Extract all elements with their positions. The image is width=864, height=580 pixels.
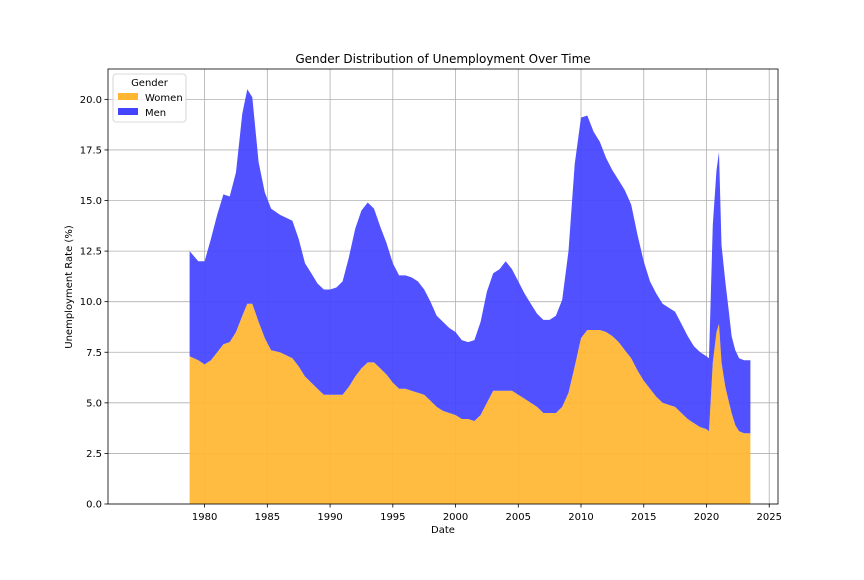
legend-swatch-men — [118, 108, 138, 115]
legend-label-women: Women — [145, 93, 183, 104]
x-tick-label: 2010 — [568, 512, 593, 523]
x-tick-label: 1995 — [380, 512, 405, 523]
y-tick-label: 7.5 — [86, 348, 102, 359]
y-tick-label: 12.5 — [80, 247, 102, 258]
plot-frame — [107, 68, 779, 505]
y-tick-label: 5.0 — [86, 398, 102, 409]
legend: Gender Women Men — [112, 73, 187, 123]
x-tick-label: 1980 — [192, 512, 217, 523]
y-axis-ticks: 0.0 2.5 5.0 7.5 10.0 12.5 15.0 17.5 20.0 — [80, 95, 108, 511]
y-tick-label: 15.0 — [80, 196, 102, 207]
area-women — [189, 303, 751, 504]
y-tick-label: 2.5 — [86, 449, 102, 460]
x-tick-label: 2015 — [631, 512, 656, 523]
legend-title: Gender — [131, 78, 169, 89]
area-men — [189, 89, 751, 434]
x-tick-label: 2025 — [756, 512, 781, 523]
x-tick-label: 1985 — [255, 512, 280, 523]
chart-title: Gender Distribution of Unemployment Over… — [295, 52, 590, 66]
area-series — [189, 89, 751, 504]
y-tick-label: 17.5 — [80, 145, 102, 156]
x-tick-label: 2000 — [443, 512, 468, 523]
x-axis-ticks: 1980 1985 1990 1995 2000 2005 2010 2015 2020 2025 — [192, 504, 782, 523]
y-tick-label: 0.0 — [86, 500, 102, 511]
y-tick-label: 10.0 — [80, 297, 102, 308]
y-axis-label: Unemployment Rate (%) — [64, 225, 75, 349]
x-tick-label: 2005 — [506, 512, 531, 523]
y-tick-label: 20.0 — [80, 95, 102, 106]
x-tick-label: 1990 — [317, 512, 342, 523]
x-tick-label: 2020 — [694, 512, 719, 523]
x-axis-label: Date — [431, 525, 455, 536]
legend-label-men: Men — [145, 108, 166, 119]
legend-swatch-women — [118, 93, 138, 100]
